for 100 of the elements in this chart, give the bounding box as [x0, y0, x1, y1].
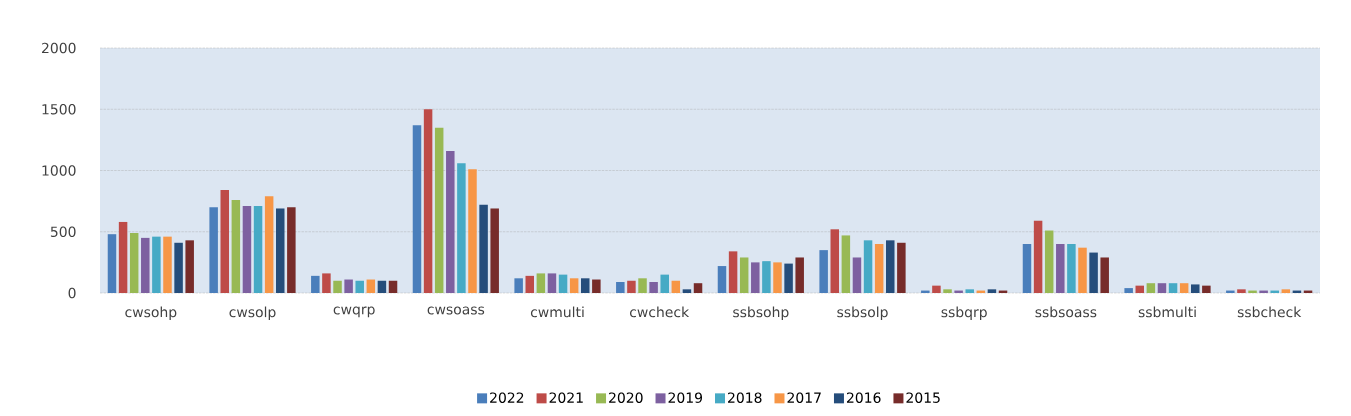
x-tick-label: cwmulti	[530, 306, 584, 318]
bar	[616, 281, 625, 293]
bar	[1022, 244, 1032, 293]
bar	[107, 234, 117, 293]
bar	[231, 199, 241, 293]
x-tick-label: ssbsoass	[1035, 306, 1097, 318]
bar	[1067, 244, 1076, 293]
bar	[242, 206, 252, 293]
y-tick-label: 2000	[42, 42, 76, 54]
legend-label: 2020	[609, 392, 643, 403]
bar	[1281, 289, 1291, 293]
bar	[1179, 283, 1189, 293]
bar	[762, 261, 771, 293]
legend-label: 2018	[728, 392, 762, 403]
bar	[412, 125, 422, 293]
legend-label: 2019	[668, 392, 703, 403]
bar	[728, 251, 738, 293]
bar	[152, 236, 161, 293]
bar	[185, 240, 194, 293]
x-tick-label: ssbqrp	[941, 306, 987, 321]
bar	[322, 273, 331, 293]
bar	[638, 278, 647, 293]
bar	[355, 280, 364, 293]
bar	[163, 236, 172, 293]
bar	[276, 208, 285, 293]
x-tick-label: cwcheck	[629, 306, 690, 318]
bar	[717, 266, 727, 293]
bar	[457, 163, 466, 293]
bar	[490, 208, 499, 293]
bar	[1100, 257, 1109, 293]
bar	[1124, 288, 1133, 293]
bar	[333, 280, 342, 293]
bar	[852, 257, 862, 293]
bar	[366, 279, 376, 293]
bar	[739, 257, 749, 293]
x-tick-label: cwsolp	[229, 306, 276, 321]
bar	[671, 280, 681, 293]
legend-label: 2017	[787, 392, 821, 403]
bar	[819, 250, 828, 293]
bar	[1135, 285, 1145, 293]
bar	[627, 280, 636, 293]
y-tick-label: 1500	[42, 103, 76, 115]
bar	[581, 278, 590, 293]
y-tick-label: 500	[50, 226, 76, 238]
bar	[209, 207, 218, 293]
bar	[141, 237, 150, 293]
x-tick-label: cwqrp	[333, 306, 375, 318]
bar	[863, 240, 873, 293]
bar	[377, 280, 387, 293]
bar	[1033, 220, 1043, 293]
bar	[1202, 285, 1211, 293]
bar	[264, 196, 274, 293]
bar	[1089, 252, 1098, 293]
bar	[1237, 289, 1246, 293]
bar	[943, 289, 952, 293]
bar	[344, 279, 353, 293]
bar	[468, 169, 477, 293]
bar	[118, 221, 128, 293]
x-tick-label: cwsohp	[125, 306, 177, 321]
bar	[446, 150, 455, 293]
bar	[784, 263, 793, 293]
bar	[682, 289, 692, 293]
bar	[220, 190, 229, 293]
bar	[1191, 284, 1200, 293]
bar	[434, 127, 444, 293]
bar	[886, 240, 895, 293]
bar	[795, 257, 804, 293]
bar	[569, 278, 579, 293]
bar	[514, 278, 523, 293]
x-tick-label: ssbmulti	[1138, 306, 1196, 318]
bar	[830, 229, 840, 293]
bar	[932, 285, 941, 293]
x-tick-label: ssbcheck	[1237, 306, 1302, 318]
bar	[558, 274, 568, 293]
bar	[1157, 283, 1167, 293]
bar	[693, 283, 703, 293]
bar	[897, 242, 906, 293]
x-tick-label: cwsoass	[427, 306, 485, 315]
y-tick-label: 1000	[42, 165, 76, 176]
bar	[423, 109, 433, 293]
bar	[536, 273, 546, 293]
bar	[874, 244, 884, 293]
bar	[649, 281, 658, 293]
bar	[592, 279, 601, 293]
bar	[1146, 283, 1156, 293]
bar	[965, 289, 974, 293]
legend-label: 2022	[490, 392, 524, 403]
x-tick-label: ssbsohp	[733, 306, 789, 321]
legend-label: 2021	[549, 392, 583, 403]
bar	[1078, 247, 1087, 293]
bar	[311, 275, 320, 293]
bar	[479, 204, 488, 293]
bar	[253, 206, 263, 293]
bar	[751, 262, 760, 293]
bar	[773, 262, 782, 293]
bar	[388, 280, 398, 293]
bar	[660, 274, 669, 293]
bar	[174, 242, 183, 293]
bar	[1044, 230, 1054, 293]
y-tick-label: 0	[68, 287, 76, 299]
